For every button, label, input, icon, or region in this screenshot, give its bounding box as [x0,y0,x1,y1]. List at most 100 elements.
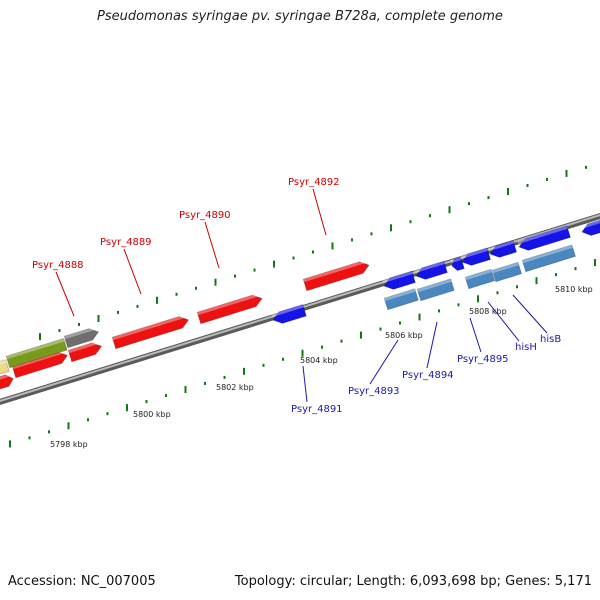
gene-small-a-shape[interactable] [450,256,465,272]
gene-olive-highlight [6,338,65,360]
gene-label-hisH: hisH [515,342,537,353]
gene-edge[interactable] [580,219,600,238]
gene-psyr-4891-highlight [271,304,304,318]
leader-Psyr_4894 [426,321,438,369]
gene-psyr-4895-b-shape[interactable] [488,240,518,260]
gene-psyr-4890-shape[interactable] [196,293,264,325]
gene-hisB-shape[interactable] [521,244,576,273]
gene-hisH-a[interactable] [464,268,496,290]
scale-label-5800: 5800 kbp [133,410,171,419]
gene-grey-highlight [64,326,98,340]
gene-psyr-4892[interactable] [302,259,371,292]
gene-forward-a-shape[interactable] [0,373,15,391]
leader-hisH [487,301,520,342]
gene-hisB-a[interactable] [517,225,571,253]
gene-hisH-b-shape[interactable] [491,261,523,283]
gene-yellow-shape[interactable] [0,359,10,376]
scale-label-5798: 5798 kbp [50,440,88,449]
scale-label-5802: 5802 kbp [216,383,254,392]
gene-psyr-4893-a-shape[interactable] [382,270,416,292]
leader-hisB [512,294,548,334]
gene-grey[interactable] [63,326,100,349]
leader-Psyr_4890 [204,221,220,269]
leader-Psyr_4889 [123,248,142,295]
gene-hisH-a-shape[interactable] [464,268,496,290]
gene-yellow[interactable] [0,359,10,376]
gene-psyr-4893-a-highlight [382,271,413,284]
gene-psyr-4890-highlight [197,292,262,316]
map-title: Pseudomonas syringae pv. syringae B728a,… [97,9,503,24]
scale-label-5806: 5806 kbp [385,331,423,340]
leader-Psyr_4893 [369,339,399,385]
gene-psyr-4894-highlight [417,278,452,293]
gene-forward-c-highlight [68,340,101,354]
gene-psyr-4893-b-shape[interactable] [414,260,448,282]
gene-psyr-4894[interactable] [416,278,455,302]
gene-psyr-4890[interactable] [196,292,264,325]
gene-label-Psyr_4892: Psyr_4892 [288,177,340,188]
gene-psyr-4895-a-highlight [460,247,488,260]
gene-psyr-4895-a[interactable] [460,247,492,268]
gene-olive[interactable] [5,338,68,369]
gene-label-Psyr_4890: Psyr_4890 [179,210,231,221]
gene-forward-c-shape[interactable] [67,340,103,363]
gene-psyr-4893-b-highlight [414,261,445,274]
scale-label-5810: 5810 kbp [555,285,593,294]
gene-hisB-a-shape[interactable] [517,225,571,253]
gene-psyr-4889-shape[interactable] [111,314,190,350]
gene-label-Psyr_4894: Psyr_4894 [402,370,454,381]
gene-hisB[interactable] [521,244,576,273]
gene-psyr-4893-shape[interactable] [383,288,419,311]
gene-hisH-b[interactable] [491,261,523,283]
gene-label-Psyr_4891: Psyr_4891 [291,404,343,415]
gene-psyr-4895-a-shape[interactable] [460,247,492,268]
gene-yellow-highlight [0,359,7,367]
gene-label-hisB: hisB [540,334,561,345]
scale-label-5808: 5808 kbp [469,307,507,316]
gene-label-Psyr_4888: Psyr_4888 [32,260,84,271]
gene-small-a[interactable] [450,256,465,272]
gene-psyr-4893-b[interactable] [414,260,448,282]
gene-psyr-4893-a[interactable] [382,270,416,292]
gene-psyr-4891-shape[interactable] [271,303,307,325]
gene-forward-b-highlight [12,349,67,370]
gene-forward-c[interactable] [67,340,103,363]
gene-psyr-4895-b[interactable] [488,240,518,260]
outer-tick-ring [39,165,587,341]
gene-hisH-a-highlight [465,269,492,281]
leader-Psyr_4891 [302,365,308,403]
gene-psyr-4893-highlight [384,288,416,302]
gene-psyr-4891[interactable] [271,303,307,325]
genome-summary-text: Topology: circular; Length: 6,093,698 bp… [234,574,592,589]
accession-text: Accession: NC_007005 [8,574,156,589]
gene-psyr-4894-shape[interactable] [416,278,455,302]
gene-psyr-4892-highlight [303,259,369,283]
gene-forward-a[interactable] [0,372,15,391]
gene-grey-shape[interactable] [63,326,100,349]
gene-edge-highlight [580,219,600,230]
gene-psyr-4889-highlight [112,314,188,341]
gene-label-Psyr_4893: Psyr_4893 [348,386,400,397]
gene-track[interactable] [0,219,600,391]
gene-hisB-highlight [522,244,573,264]
scale-labels: 5798 kbp 5800 kbp 5802 kbp 5804 kbp 5806 kbp… [50,285,593,449]
gene-hisB-a-highlight [517,225,568,245]
gene-hisH-b-highlight [492,262,519,274]
leader-Psyr_4892 [312,188,327,236]
gene-olive-shape[interactable] [5,338,68,369]
gene-forward-a-highlight [0,372,13,382]
leader-Psyr_4895 [469,317,482,353]
gene-label-Psyr_4895: Psyr_4895 [457,354,509,365]
gene-psyr-4889[interactable] [111,314,190,350]
gene-psyr-4893[interactable] [383,288,419,311]
gene-labels: Psyr_4888 Psyr_4889 Psyr_4890 Psyr_4892 Psyr… [32,177,561,415]
inner-tick-ring [9,259,596,448]
gene-small-a-highlight [450,257,462,264]
gene-edge-shape[interactable] [580,219,600,238]
scale-label-5804: 5804 kbp [300,356,338,365]
gene-psyr-4895-b-highlight [488,240,514,252]
leader-Psyr_4888 [55,271,75,317]
gene-psyr-4892-shape[interactable] [302,259,371,292]
gene-label-Psyr_4889: Psyr_4889 [100,237,152,248]
